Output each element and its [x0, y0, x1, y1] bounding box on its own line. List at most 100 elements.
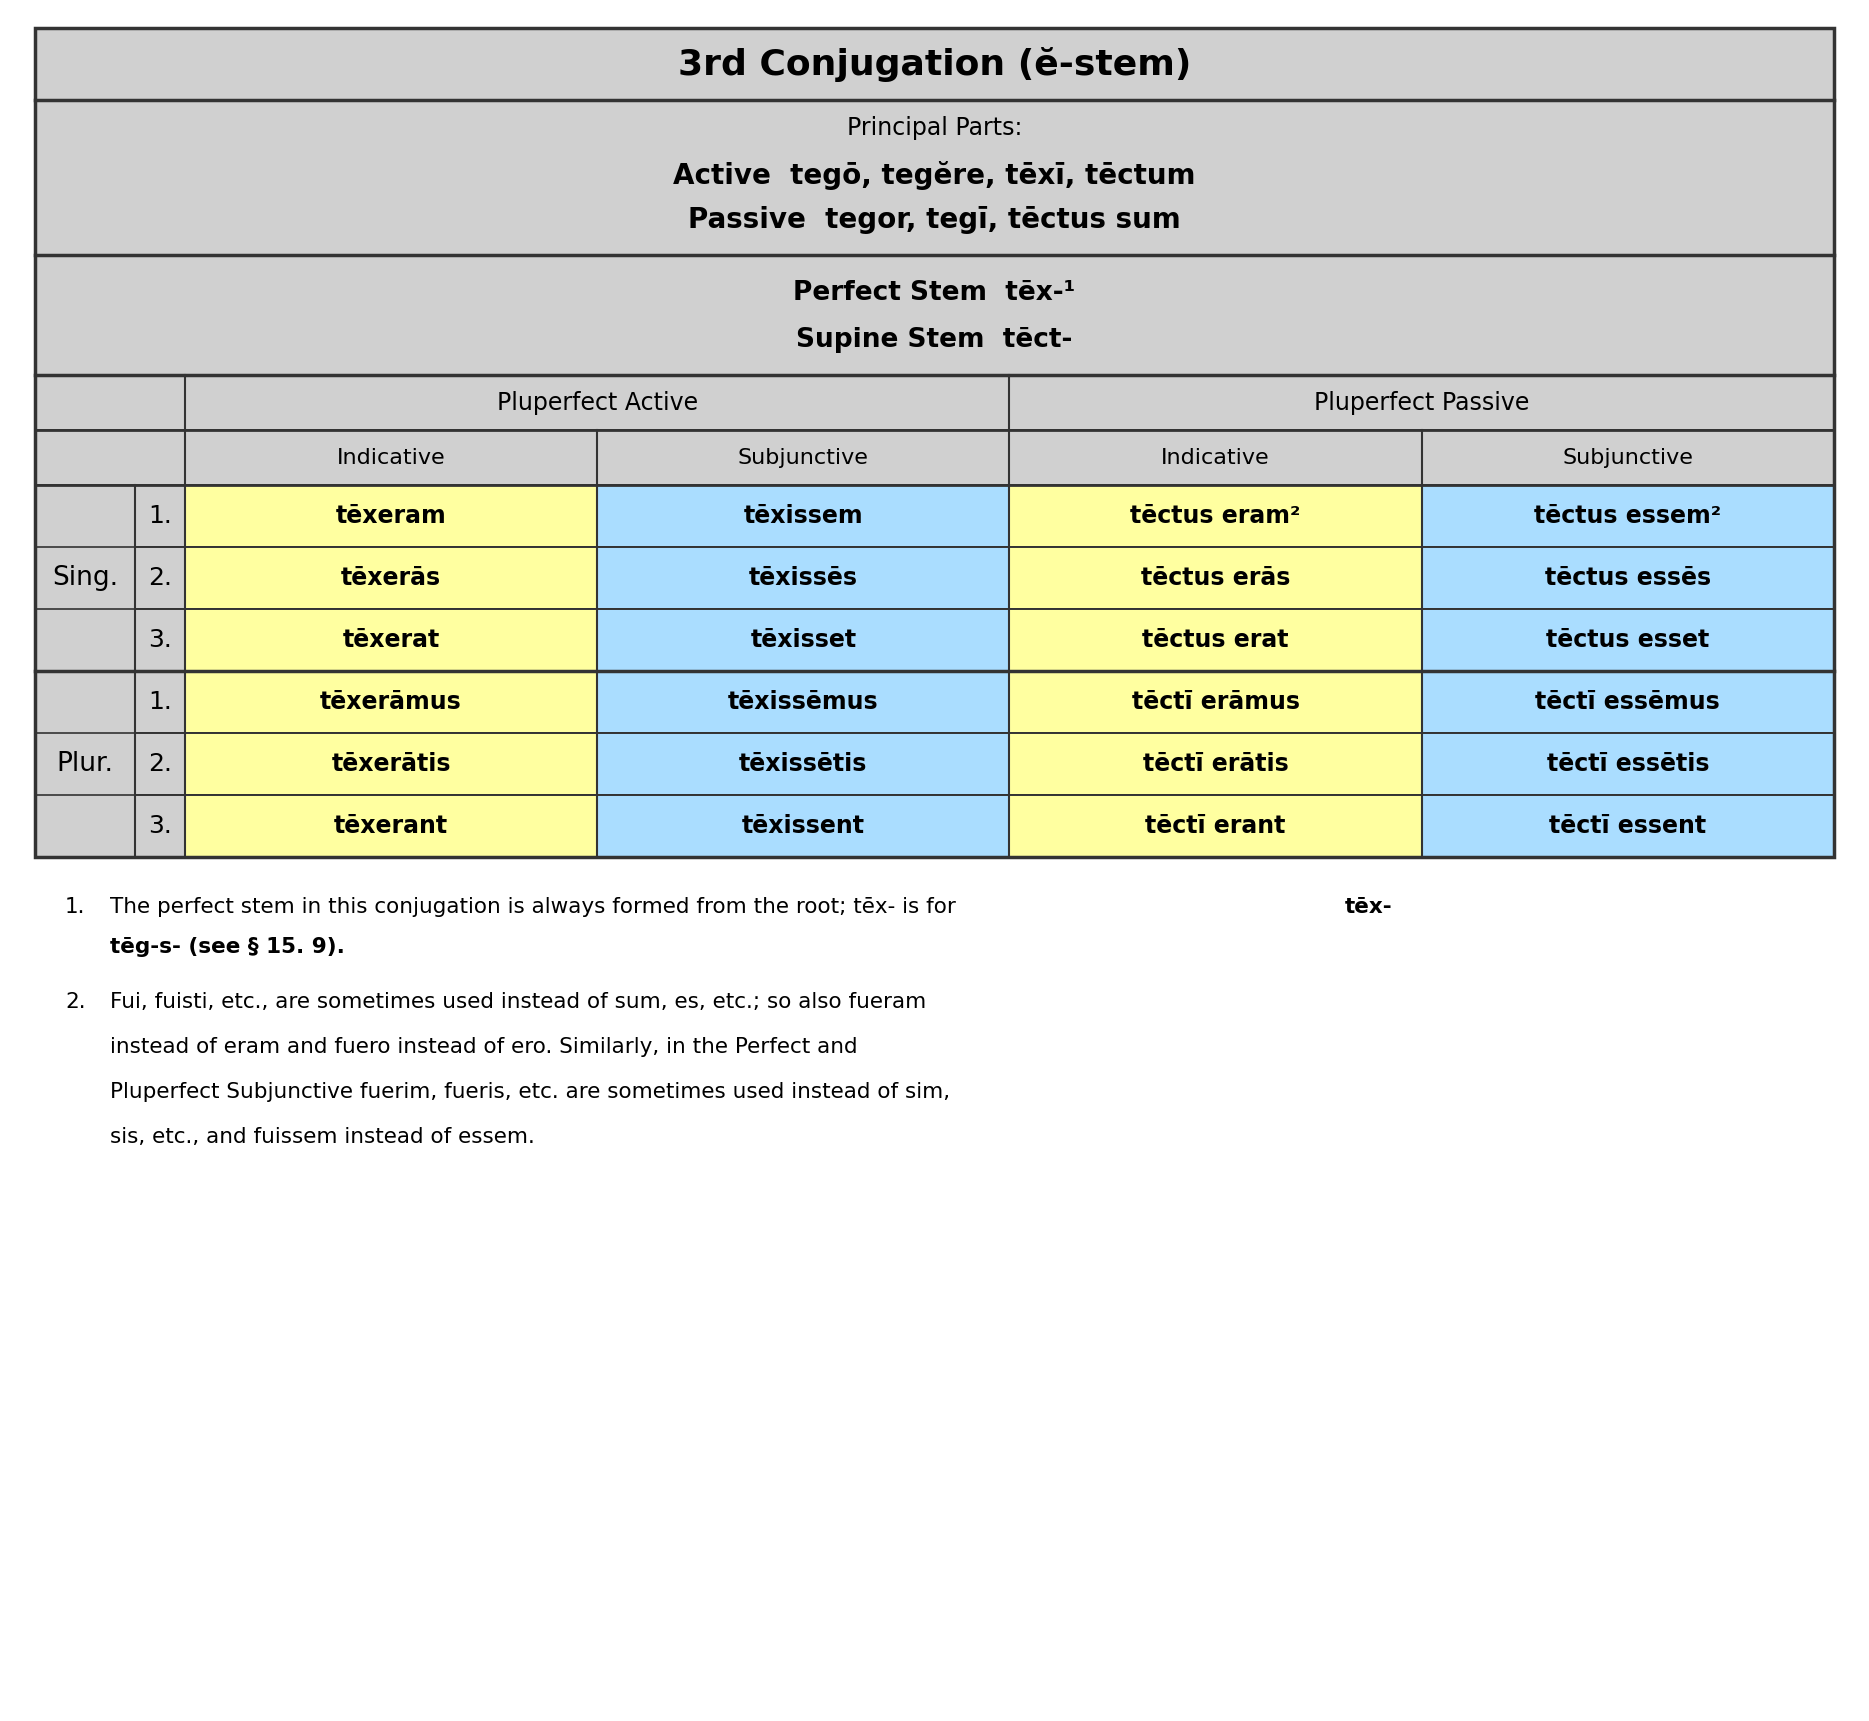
Text: Supine Stem  tēct-: Supine Stem tēct-	[796, 327, 1073, 353]
Bar	[1009, 375, 1833, 430]
Text: tēctī essēmus: tēctī essēmus	[1536, 690, 1719, 714]
Text: Pluperfect Active: Pluperfect Active	[497, 391, 697, 415]
Bar	[185, 430, 598, 485]
Text: sis, etc., and fuissem instead of essem.: sis, etc., and fuissem instead of essem.	[110, 1127, 535, 1146]
Bar	[135, 795, 185, 857]
Bar	[36, 547, 135, 609]
Bar	[1009, 609, 1422, 671]
Bar	[36, 671, 135, 857]
Bar	[36, 28, 1833, 857]
Text: 1.: 1.	[148, 690, 172, 714]
Bar	[135, 609, 185, 671]
Bar	[598, 609, 1009, 671]
Bar	[185, 671, 598, 733]
Text: instead of eram and fuero instead of ero. Similarly, in the Perfect and: instead of eram and fuero instead of ero…	[110, 1038, 858, 1057]
Text: Passive  tegor, tegī, tēctus sum: Passive tegor, tegī, tēctus sum	[688, 207, 1181, 234]
Text: Subjunctive: Subjunctive	[1562, 447, 1693, 468]
Text: tēctus eram²: tēctus eram²	[1131, 504, 1301, 528]
Bar	[598, 671, 1009, 733]
Text: Perfect Stem  tēx-¹: Perfect Stem tēx-¹	[792, 281, 1077, 306]
Bar	[185, 375, 1009, 430]
Bar	[1009, 485, 1422, 547]
Bar	[1009, 430, 1422, 485]
Bar	[598, 430, 1009, 485]
Text: Active  tegō, tegĕre, tēxī, tēctum: Active tegō, tegĕre, tēxī, tēctum	[673, 160, 1196, 189]
Text: 2.: 2.	[148, 752, 172, 776]
Bar	[1422, 733, 1833, 795]
Bar	[1422, 795, 1833, 857]
Text: Indicative: Indicative	[1161, 447, 1269, 468]
Text: tēxissem: tēxissem	[744, 504, 863, 528]
Text: tēctī erant: tēctī erant	[1146, 814, 1286, 838]
Bar	[36, 430, 185, 485]
Bar	[185, 609, 598, 671]
Bar	[1422, 485, 1833, 547]
Bar	[1009, 795, 1422, 857]
Text: 3.: 3.	[148, 814, 172, 838]
Text: The perfect stem in this conjugation is always formed from the root; tēx- is for: The perfect stem in this conjugation is …	[110, 897, 955, 917]
Text: tēx-: tēx-	[1346, 897, 1392, 917]
Text: tēctus erat: tēctus erat	[1142, 628, 1290, 652]
Text: tēctī erāmus: tēctī erāmus	[1131, 690, 1299, 714]
Bar	[1009, 733, 1422, 795]
Bar	[1422, 671, 1833, 733]
Bar	[1422, 547, 1833, 609]
Bar	[185, 795, 598, 857]
Text: tēxerat: tēxerat	[342, 628, 439, 652]
Bar	[135, 671, 185, 733]
Bar	[36, 485, 135, 671]
Text: Subjunctive: Subjunctive	[738, 447, 869, 468]
Text: Pluperfect Subjunctive fuerim, fueris, etc. are sometimes used instead of sim,: Pluperfect Subjunctive fuerim, fueris, e…	[110, 1083, 949, 1101]
Text: tēxisset: tēxisset	[749, 628, 856, 652]
Bar	[135, 733, 185, 795]
Text: tēxerās: tēxerās	[340, 566, 441, 590]
Text: tēxeram: tēxeram	[336, 504, 447, 528]
Text: The perfect stem in this conjugation is always formed from the root;: The perfect stem in this conjugation is …	[110, 897, 854, 917]
Text: 1.: 1.	[65, 897, 86, 917]
Text: tēctus essēs: tēctus essēs	[1546, 566, 1710, 590]
Text: tēctus erās: tēctus erās	[1140, 566, 1290, 590]
Text: tēxissēmus: tēxissēmus	[729, 690, 878, 714]
Bar	[1422, 430, 1833, 485]
Bar	[36, 671, 135, 733]
Text: tēxerant: tēxerant	[335, 814, 449, 838]
Text: 2.: 2.	[148, 566, 172, 590]
Bar	[598, 485, 1009, 547]
Bar	[36, 733, 135, 795]
Bar	[36, 795, 135, 857]
Text: Fui, fuisti, etc., are sometimes used instead of sum, es, etc.; so also fueram: Fui, fuisti, etc., are sometimes used in…	[110, 991, 927, 1012]
Text: tēxerāmus: tēxerāmus	[320, 690, 462, 714]
Text: 1.: 1.	[148, 504, 172, 528]
Text: Plur.: Plur.	[56, 750, 114, 776]
Text: Indicative: Indicative	[336, 447, 445, 468]
Text: tēxerātis: tēxerātis	[331, 752, 450, 776]
Text: 3rd Conjugation (ĕ-stem): 3rd Conjugation (ĕ-stem)	[678, 46, 1191, 81]
Text: tēctī essent: tēctī essent	[1549, 814, 1706, 838]
Bar	[1009, 671, 1422, 733]
Text: Sing.: Sing.	[52, 564, 118, 590]
Bar	[598, 795, 1009, 857]
Bar	[185, 547, 598, 609]
Bar	[36, 255, 1833, 375]
Bar	[36, 100, 1833, 255]
Text: tēg-s- (see § 15. 9).: tēg-s- (see § 15. 9).	[110, 936, 346, 957]
Bar	[185, 733, 598, 795]
Text: 2.: 2.	[65, 991, 86, 1012]
Bar	[135, 485, 185, 547]
Bar	[1009, 547, 1422, 609]
Bar	[36, 375, 185, 430]
Text: tēxissēs: tēxissēs	[749, 566, 858, 590]
Text: tēctus essem²: tēctus essem²	[1534, 504, 1721, 528]
Text: tēctī erātis: tēctī erātis	[1142, 752, 1288, 776]
Text: tēxissētis: tēxissētis	[738, 752, 867, 776]
Text: 3.: 3.	[148, 628, 172, 652]
Bar	[135, 547, 185, 609]
Text: tēctus esset: tēctus esset	[1546, 628, 1710, 652]
Text: tēctī essētis: tēctī essētis	[1548, 752, 1708, 776]
Bar	[598, 733, 1009, 795]
Bar	[1422, 609, 1833, 671]
Bar	[36, 609, 135, 671]
Text: Principal Parts:: Principal Parts:	[847, 115, 1022, 139]
Bar	[185, 485, 598, 547]
Text: tēxissent: tēxissent	[742, 814, 865, 838]
